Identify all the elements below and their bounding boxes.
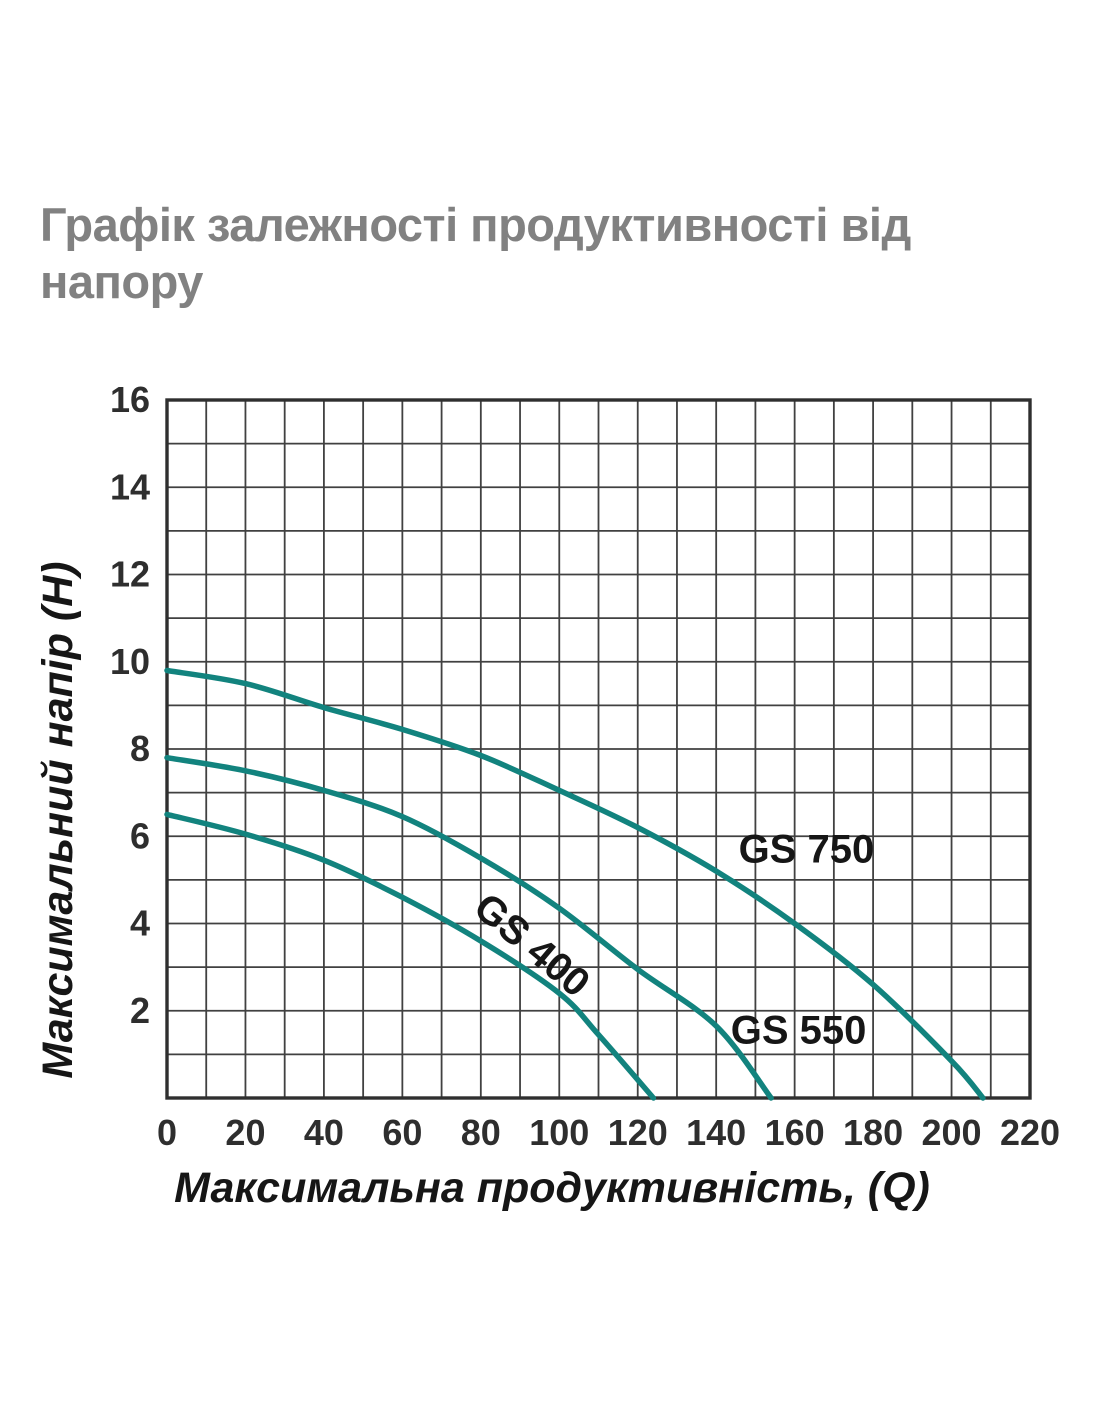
y-tick-label: 6 <box>130 815 150 856</box>
y-tick-label: 10 <box>110 641 150 682</box>
x-tick-label: 40 <box>304 1112 344 1153</box>
x-tick-label: 100 <box>529 1112 589 1153</box>
x-tick-label: 200 <box>922 1112 982 1153</box>
plot-border <box>165 398 1032 1100</box>
x-tick-label: 60 <box>382 1112 422 1153</box>
x-tick-label: 140 <box>686 1112 746 1153</box>
x-axis-title: Максимальна продуктивність, (Q) <box>174 1164 930 1212</box>
x-tick-label: 120 <box>608 1112 668 1153</box>
page-title-line-1: Графік залежності продуктивності від <box>40 198 911 251</box>
page-title-line-2: напору <box>40 255 203 309</box>
y-tick-label: 16 <box>110 379 150 420</box>
x-tick-label: 220 <box>1000 1112 1060 1153</box>
series-label-gs-750: GS 750 <box>739 827 875 871</box>
y-tick-label: 14 <box>110 466 150 507</box>
y-tick-label: 2 <box>130 990 150 1031</box>
y-tick-label: 8 <box>130 728 150 769</box>
y-tick-label: 4 <box>130 903 150 944</box>
x-tick-label: 0 <box>157 1112 177 1153</box>
curve-gs-400 <box>164 811 657 1101</box>
y-axis-title: Максимальний напір (Н) <box>34 561 82 1078</box>
curve-gs-750 <box>164 667 986 1101</box>
curve-gs-550 <box>164 754 774 1101</box>
x-tick-label: 180 <box>843 1112 903 1153</box>
page-title: Графік залежності продуктивності від нап… <box>40 196 1060 311</box>
x-tick-label: 20 <box>225 1112 265 1153</box>
x-tick-label: 160 <box>765 1112 825 1153</box>
y-tick-label: 12 <box>110 554 150 595</box>
series-label-gs-550: GS 550 <box>731 1008 867 1052</box>
x-tick-label: 80 <box>461 1112 501 1153</box>
